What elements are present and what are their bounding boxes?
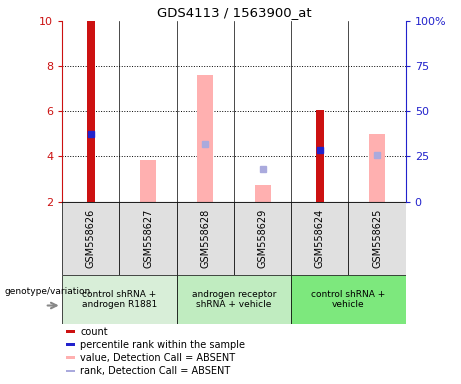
Bar — [65, 343, 75, 346]
Text: GSM558628: GSM558628 — [201, 209, 210, 268]
Text: GSM558629: GSM558629 — [258, 209, 267, 268]
Bar — [65, 330, 75, 333]
Bar — [349, 202, 406, 275]
Text: GSM558625: GSM558625 — [372, 209, 382, 268]
Text: androgen receptor
shRNA + vehicle: androgen receptor shRNA + vehicle — [192, 290, 276, 309]
Bar — [369, 134, 385, 202]
Bar — [177, 275, 291, 324]
Bar — [140, 160, 156, 202]
Title: GDS4113 / 1563900_at: GDS4113 / 1563900_at — [157, 5, 311, 18]
Bar — [234, 202, 291, 275]
Bar — [254, 185, 271, 202]
Text: control shRNA +
androgen R1881: control shRNA + androgen R1881 — [82, 290, 157, 309]
Text: GSM558627: GSM558627 — [143, 209, 153, 268]
Bar — [65, 369, 75, 372]
Text: GSM558624: GSM558624 — [315, 209, 325, 268]
Bar — [87, 21, 95, 202]
Text: GSM558626: GSM558626 — [86, 209, 96, 268]
Bar — [62, 275, 177, 324]
Text: control shRNA +
vehicle: control shRNA + vehicle — [311, 290, 385, 309]
Bar — [291, 275, 406, 324]
Bar — [197, 75, 213, 202]
Bar — [177, 202, 234, 275]
Text: percentile rank within the sample: percentile rank within the sample — [80, 340, 245, 350]
Text: value, Detection Call = ABSENT: value, Detection Call = ABSENT — [80, 353, 235, 363]
Bar — [315, 110, 324, 202]
Bar — [119, 202, 177, 275]
Bar — [62, 202, 119, 275]
Text: rank, Detection Call = ABSENT: rank, Detection Call = ABSENT — [80, 366, 230, 376]
Bar — [291, 202, 349, 275]
Text: genotype/variation: genotype/variation — [5, 287, 91, 296]
Bar — [65, 356, 75, 359]
Text: count: count — [80, 327, 108, 337]
